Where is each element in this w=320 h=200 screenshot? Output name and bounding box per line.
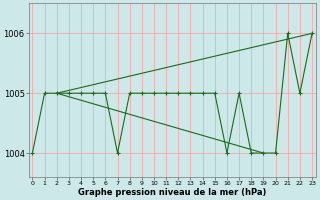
X-axis label: Graphe pression niveau de la mer (hPa): Graphe pression niveau de la mer (hPa) — [78, 188, 267, 197]
